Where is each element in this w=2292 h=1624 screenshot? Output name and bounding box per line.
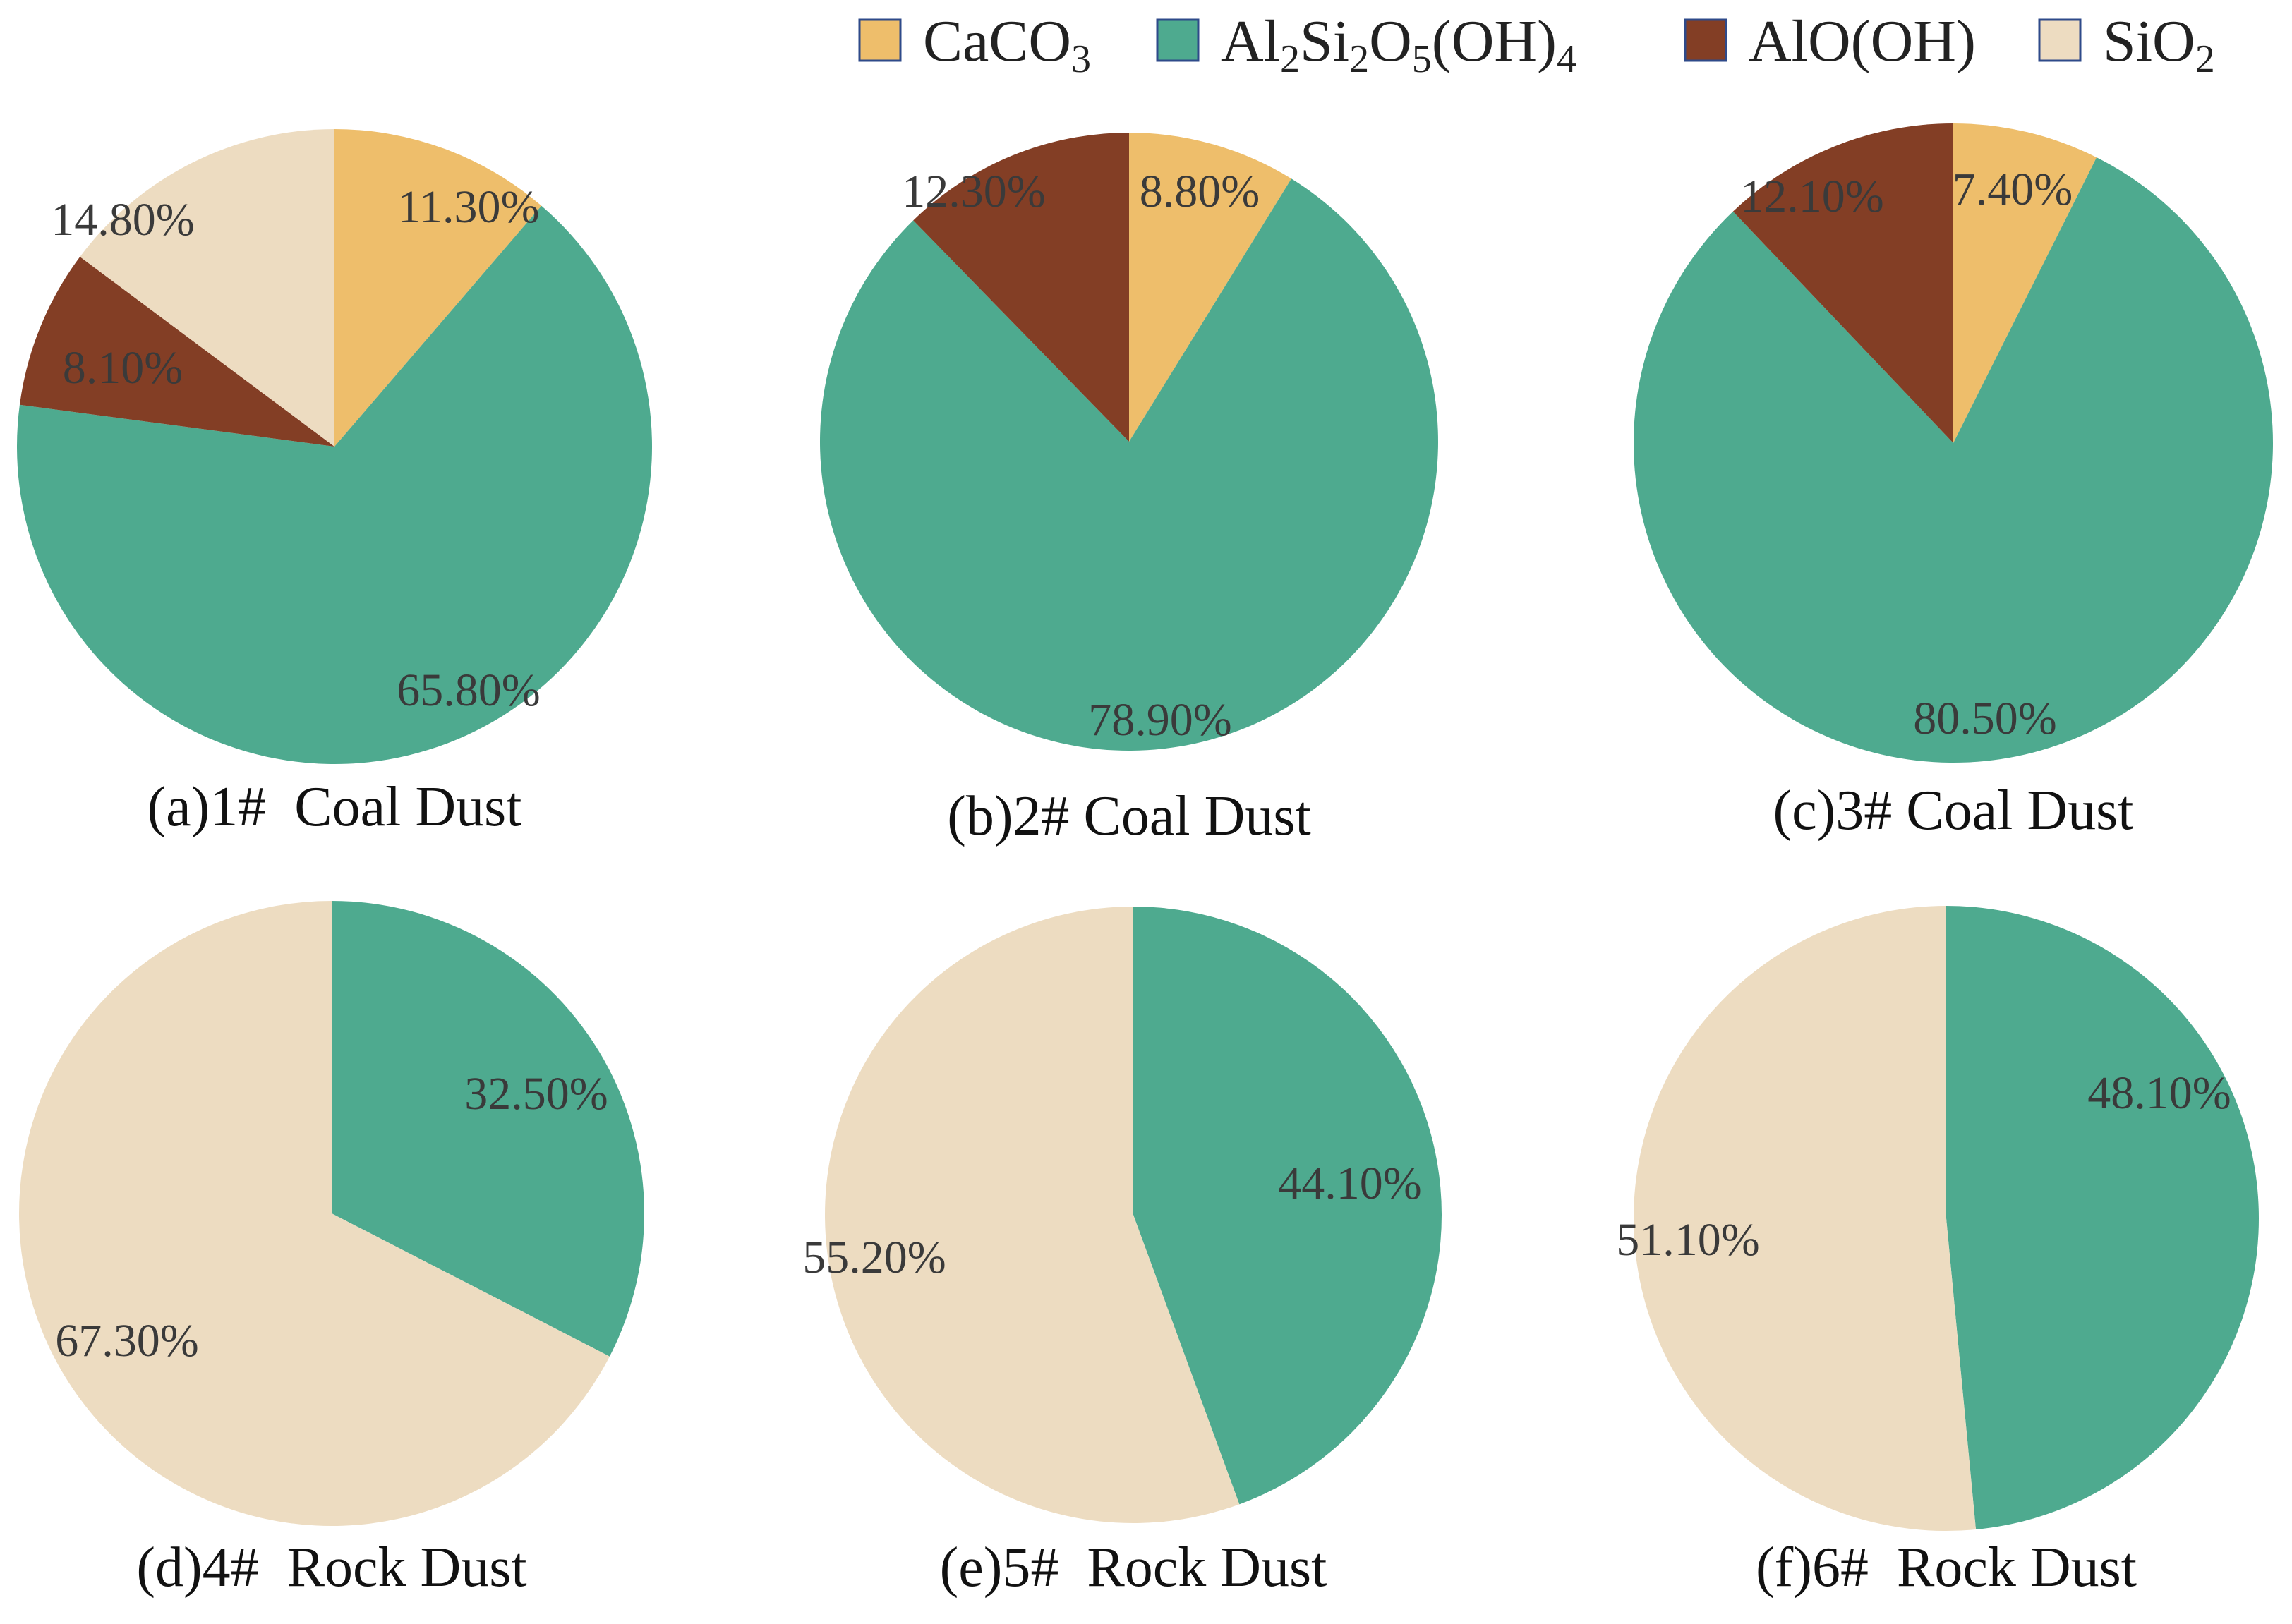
slice-value-label: 55.20% xyxy=(802,1232,946,1283)
legend-label: CaCO3​ xyxy=(923,8,1091,81)
legend-swatch xyxy=(2038,18,2082,62)
legend-item-al2si2o5-oh-4: Al2​Si2​O5​(OH)4​ xyxy=(1156,8,1576,81)
legend-item-sio2: SiO2​ xyxy=(2038,8,2215,81)
pie-slice-alo-oh xyxy=(1732,123,1953,443)
pie-slice-caco3 xyxy=(1953,123,2097,443)
legend-swatch xyxy=(1684,18,1727,62)
slice-value-label: 51.10% xyxy=(1616,1214,1759,1266)
slice-value-label: 8.10% xyxy=(63,342,183,394)
pie-slice-al2si2o5-oh-4 xyxy=(17,205,652,765)
pie-caption: (e)5# Rock Dust xyxy=(940,1537,1327,1599)
pie-slice-sio2 xyxy=(1634,906,1977,1531)
pie-f-6-rock-dust: 48.10% 51.10% (f)6# Rock Dust xyxy=(1616,906,2260,1599)
slice-value-label: 11.30% xyxy=(397,181,539,233)
pie-slice-alo-oh xyxy=(913,132,1129,442)
pie-slice-al2si2o5-oh-4 xyxy=(332,901,645,1357)
slice-value-label: 8.80% xyxy=(1140,166,1260,217)
legend-label: AlO(OH) xyxy=(1749,8,1976,74)
slice-value-label: 32.50% xyxy=(464,1068,608,1120)
legend-item-caco3: CaCO3​ xyxy=(858,8,1091,81)
legend-item-alo-oh: AlO(OH) xyxy=(1684,8,1976,74)
pie-slice-sio2 xyxy=(825,907,1240,1523)
pie-c-3-coal-dust: 7.40% 80.50% 12.10% (c)3# Coal Dust xyxy=(1634,123,2274,842)
slice-value-label: 12.10% xyxy=(1740,171,1883,222)
pie-slice-alo-oh xyxy=(19,256,335,447)
slice-value-label: 67.30% xyxy=(55,1315,198,1367)
slice-value-label: 7.40% xyxy=(1953,164,2073,215)
pie-b-2-coal-dust: 8.80% 78.90% 12.30% (b)2# Coal Dust xyxy=(820,132,1438,847)
slice-value-label: 65.80% xyxy=(397,665,540,716)
pie-caption: (f)6# Rock Dust xyxy=(1756,1537,2137,1599)
pie-slice-sio2 xyxy=(19,901,610,1526)
pie-slice-caco3 xyxy=(334,129,542,447)
pie-d-4-rock-dust: 32.50% 67.30% (d)4# Rock Dust xyxy=(19,901,645,1599)
pie-caption: (c)3# Coal Dust xyxy=(1773,780,2133,842)
pie-caption: (d)4# Rock Dust xyxy=(136,1537,526,1599)
legend: CaCO3​ Al2​Si2​O5​(OH)4​ AlO(OH) SiO2​ xyxy=(858,8,2215,81)
legend-label: Al2​Si2​O5​(OH)4​ xyxy=(1221,8,1576,81)
pie-e-5-rock-dust: 44.10% 55.20% (e)5# Rock Dust xyxy=(802,907,1442,1599)
legend-swatch xyxy=(858,18,902,62)
legend-swatch xyxy=(1156,18,1200,62)
pie-slice-caco3 xyxy=(1129,133,1292,442)
slice-value-label: 80.50% xyxy=(1913,693,2056,744)
pie-slice-al2si2o5-oh-4 xyxy=(820,178,1438,751)
legend-label: SiO2​ xyxy=(2103,8,2215,81)
slice-value-label: 48.10% xyxy=(2087,1067,2231,1119)
pie-slice-al2si2o5-oh-4 xyxy=(1634,157,2274,763)
pie-slice-al2si2o5-oh-4 xyxy=(1133,907,1442,1505)
pie-caption: (a)1# Coal Dust xyxy=(147,776,521,838)
pie-slice-al2si2o5-oh-4 xyxy=(1946,906,2260,1530)
slice-value-label: 44.10% xyxy=(1278,1158,1421,1209)
pie-caption: (b)2# Coal Dust xyxy=(947,785,1311,847)
pie-charts: 11.30% 65.80% 8.10% 14.80% (a)1# Coal Dust 8.… xyxy=(17,123,2274,1599)
slice-value-label: 78.90% xyxy=(1088,694,1231,746)
pie-a-1-coal-dust: 11.30% 65.80% 8.10% 14.80% (a)1# Coal Dust xyxy=(17,129,652,838)
slice-value-label: 12.30% xyxy=(902,166,1045,217)
slice-value-label: 14.80% xyxy=(51,194,194,246)
pie-slice-sio2 xyxy=(80,129,334,447)
